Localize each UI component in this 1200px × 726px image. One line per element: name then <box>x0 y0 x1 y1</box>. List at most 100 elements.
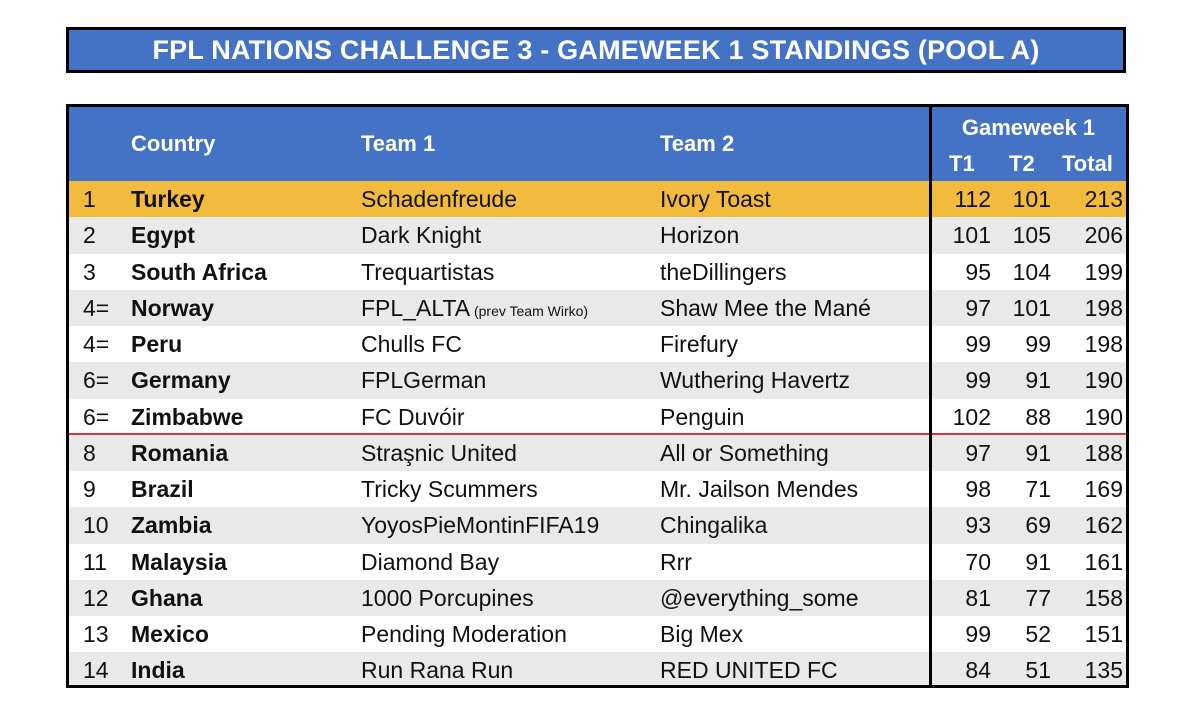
country-cell: Brazil <box>131 476 194 502</box>
rank-cell: 1 <box>83 186 96 212</box>
t1-score-cell: 102 <box>952 403 991 430</box>
total-score-cell: 213 <box>1084 186 1123 212</box>
t1-score-cell: 93 <box>965 512 991 539</box>
table-body: 1 Turkey Schadenfreude Ivory Toast 112 1… <box>69 181 1126 685</box>
table-row: 3 South Africa Trequartistas theDillinge… <box>69 253 1126 290</box>
header-gameweek: Gameweek 1 <box>961 115 1096 140</box>
total-score-cell: 199 <box>1084 258 1123 285</box>
team1-cell: FPLGerman <box>361 367 487 394</box>
country-cell: Norway <box>131 294 215 321</box>
t2-score-cell: 71 <box>1025 476 1051 502</box>
total-score-cell: 198 <box>1084 331 1123 357</box>
t1-score-cell: 99 <box>965 331 991 357</box>
t2-score-cell: 101 <box>1012 294 1051 321</box>
t1-score-cell: 98 <box>965 476 991 502</box>
team2-cell: Rrr <box>660 548 692 575</box>
t2-score-cell: 77 <box>1025 584 1051 611</box>
t2-score-cell: 101 <box>1012 186 1051 212</box>
total-score-cell: 169 <box>1084 476 1123 502</box>
country-cell: Zimbabwe <box>131 403 244 430</box>
team1-cell: Pending Moderation <box>361 621 567 647</box>
rank-cell: 8 <box>83 439 96 466</box>
total-score-cell: 162 <box>1084 512 1123 539</box>
table-row: 1 Turkey Schadenfreude Ivory Toast 112 1… <box>69 181 1126 218</box>
table-row: 14 India Run Rana Run RED UNITED FC 84 5… <box>69 652 1126 685</box>
country-cell: Peru <box>131 331 183 357</box>
t2-score-cell: 69 <box>1025 512 1051 539</box>
rank-cell: 4= <box>83 294 110 321</box>
rank-cell: 14 <box>83 657 109 684</box>
rank-cell: 10 <box>83 512 109 539</box>
team1-cell: Run Rana Run <box>361 657 514 684</box>
total-score-cell: 161 <box>1084 548 1123 575</box>
t1-score-cell: 97 <box>965 439 991 466</box>
t2-score-cell: 91 <box>1025 439 1051 466</box>
country-cell: Romania <box>131 439 229 466</box>
team2-cell: theDillingers <box>660 258 787 285</box>
country-cell: Mexico <box>131 621 209 647</box>
rank-cell: 4= <box>83 331 110 357</box>
t1-score-cell: 99 <box>965 367 991 394</box>
table-row: 13 Mexico Pending Moderation Big Mex 99 … <box>69 616 1126 653</box>
team2-cell: @everything_some <box>660 584 859 611</box>
t2-score-cell: 91 <box>1025 367 1051 394</box>
team1-cell: Schadenfreude <box>361 186 518 212</box>
country-cell: South Africa <box>131 258 267 285</box>
team1-cell: Trequartistas <box>361 258 495 285</box>
rank-cell: 13 <box>83 621 109 647</box>
gameweek-column-divider <box>929 107 932 685</box>
team1-cell: Chulls FC <box>361 331 462 357</box>
total-score-cell: 190 <box>1084 367 1123 394</box>
total-score-cell: 135 <box>1084 657 1123 684</box>
t1-score-cell: 84 <box>965 657 991 684</box>
table-header: Country Team 1 Team 2 Gameweek 1 T1 T2 T… <box>69 107 1126 181</box>
table-row: 9 Brazil Tricky Scummers Mr. Jailson Men… <box>69 471 1126 508</box>
total-score-cell: 190 <box>1084 403 1123 430</box>
team2-cell: Ivory Toast <box>660 186 771 212</box>
team1-cell: YoyosPieMontinFIFA19 <box>361 512 600 539</box>
t1-score-cell: 99 <box>965 621 991 647</box>
country-cell: Turkey <box>131 186 205 212</box>
table-row: 10 Zambia YoyosPieMontinFIFA19 Chingalik… <box>69 507 1126 544</box>
t2-score-cell: 104 <box>1012 258 1051 285</box>
standings-table: Country Team 1 Team 2 Gameweek 1 T1 T2 T… <box>66 104 1129 688</box>
t1-score-cell: 95 <box>965 258 991 285</box>
country-cell: Germany <box>131 367 231 394</box>
team2-cell: Shaw Mee the Mané <box>660 294 871 321</box>
team2-cell: Firefury <box>660 331 738 357</box>
table-row: 6= Zimbabwe FC Duvóir Penguin 102 88 190 <box>69 398 1126 435</box>
rank-cell: 2 <box>83 222 96 249</box>
header-team2: Team 2 <box>660 131 735 156</box>
t1-score-cell: 81 <box>965 584 991 611</box>
t1-score-cell: 70 <box>965 548 991 575</box>
rank-cell: 3 <box>83 258 96 285</box>
team2-cell: Chingalika <box>660 512 768 539</box>
team1-note: (prev Team Wirko) <box>470 302 589 319</box>
total-score-cell: 206 <box>1084 222 1123 249</box>
country-cell: India <box>131 657 185 684</box>
t2-score-cell: 91 <box>1025 548 1051 575</box>
team1-cell: Straşnic United <box>361 439 517 466</box>
rank-cell: 11 <box>83 548 107 575</box>
team2-cell: All or Something <box>660 439 829 466</box>
table-row: 8 Romania Straşnic United All or Somethi… <box>69 434 1126 471</box>
table-row: 4= Norway FPL_ALTA (prev Team Wirko) Sha… <box>69 289 1126 326</box>
rank-cell: 6= <box>83 403 110 430</box>
team1-cell: Dark Knight <box>361 222 482 249</box>
total-score-cell: 151 <box>1084 621 1123 647</box>
table-row: 12 Ghana 1000 Porcupines @everything_som… <box>69 579 1126 616</box>
team1-cell: Diamond Bay <box>361 548 500 575</box>
team2-cell: Penguin <box>660 403 745 430</box>
header-t2: T2 <box>1009 151 1035 176</box>
team2-cell: Mr. Jailson Mendes <box>660 476 859 502</box>
team2-cell: RED UNITED FC <box>660 657 838 684</box>
total-score-cell: 188 <box>1084 439 1123 466</box>
rank-cell: 12 <box>83 584 109 611</box>
country-cell: Zambia <box>131 512 212 539</box>
table-row: 11 Malaysia Diamond Bay Rrr 70 91 161 <box>69 543 1126 580</box>
table-row: 6= Germany FPLGerman Wuthering Havertz 9… <box>69 362 1126 399</box>
team2-cell: Wuthering Havertz <box>660 367 851 394</box>
total-score-cell: 198 <box>1084 294 1123 321</box>
t1-score-cell: 112 <box>954 186 991 212</box>
total-score-cell: 158 <box>1084 584 1123 611</box>
